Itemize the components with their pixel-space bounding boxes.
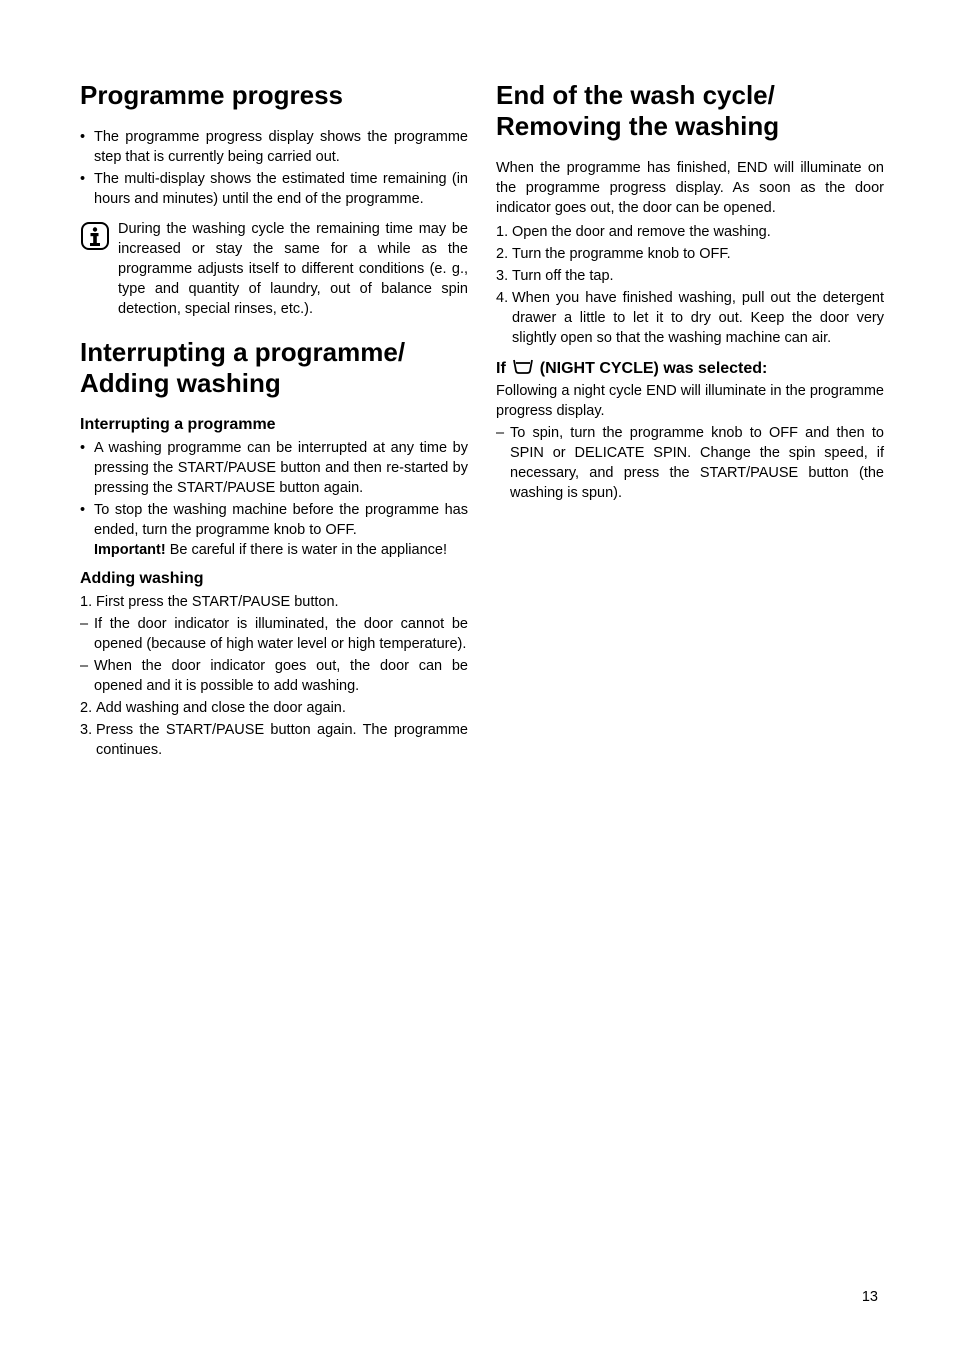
info-icon <box>80 221 110 256</box>
list-item: A washing programme can be interrupted a… <box>80 438 468 498</box>
list-item: Turn the programme knob to OFF. <box>496 244 884 264</box>
adding-dash-list: If the door indicator is illuminated, th… <box>80 614 468 696</box>
left-column: Programme progress The programme progres… <box>80 80 468 762</box>
page-number: 13 <box>862 1289 878 1305</box>
subheading-adding-washing: Adding washing <box>80 570 468 588</box>
progress-bullet-list: The programme progress display shows the… <box>80 127 468 209</box>
page-root: Programme progress The programme progres… <box>0 0 954 1351</box>
tub-icon <box>512 358 534 379</box>
end-intro-text: When the programme has finished, END wil… <box>496 158 884 218</box>
list-item: When the door indicator goes out, the do… <box>80 656 468 696</box>
list-item: The programme progress display shows the… <box>80 127 468 167</box>
night-suffix: (NIGHT CYCLE) was selected: <box>540 360 768 378</box>
heading-programme-progress: Programme progress <box>80 80 468 111</box>
important-line: Important! Be careful if there is water … <box>94 540 468 560</box>
night-dash-list: To spin, turn the programme knob to OFF … <box>496 423 884 503</box>
list-item: To spin, turn the programme knob to OFF … <box>496 423 884 503</box>
list-item: Add washing and close the door again. <box>80 698 468 718</box>
heading-interrupting-adding: Interrupting a programme/ Adding washing <box>80 337 468 399</box>
night-prefix: If <box>496 360 506 378</box>
two-column-layout: Programme progress The programme progres… <box>80 80 884 762</box>
end-step-list: Open the door and remove the washing. Tu… <box>496 222 884 348</box>
list-item: If the door indicator is illuminated, th… <box>80 614 468 654</box>
list-item: To stop the washing machine before the p… <box>80 500 468 560</box>
list-item: The multi-display shows the estimated ti… <box>80 169 468 209</box>
list-item: Turn off the tap. <box>496 266 884 286</box>
subheading-interrupting: Interrupting a programme <box>80 416 468 434</box>
heading-end-of-wash: End of the wash cycle/ Removing the wash… <box>496 80 884 142</box>
night-intro-text: Following a night cycle END will illumin… <box>496 381 884 421</box>
list-item: First press the START/PAUSE button. If t… <box>80 592 468 696</box>
list-item: When you have finished washing, pull out… <box>496 288 884 348</box>
step-text: First press the START/PAUSE button. <box>96 594 339 610</box>
interrupt-bullet-list: A washing programme can be interrupted a… <box>80 438 468 560</box>
info-note-text: During the washing cycle the remaining t… <box>118 219 468 319</box>
list-item: Open the door and remove the washing. <box>496 222 884 242</box>
important-text: Be careful if there is water in the appl… <box>166 542 447 558</box>
subheading-night-cycle: If (NIGHT CYCLE) was selected: <box>496 358 884 379</box>
list-item-text: To stop the washing machine before the p… <box>94 502 468 538</box>
info-note-row: During the washing cycle the remaining t… <box>80 219 468 319</box>
list-item: Press the START/PAUSE button again. The … <box>80 720 468 760</box>
right-column: End of the wash cycle/ Removing the wash… <box>496 80 884 762</box>
important-label: Important! <box>94 542 166 558</box>
adding-step-list: First press the START/PAUSE button. If t… <box>80 592 468 760</box>
